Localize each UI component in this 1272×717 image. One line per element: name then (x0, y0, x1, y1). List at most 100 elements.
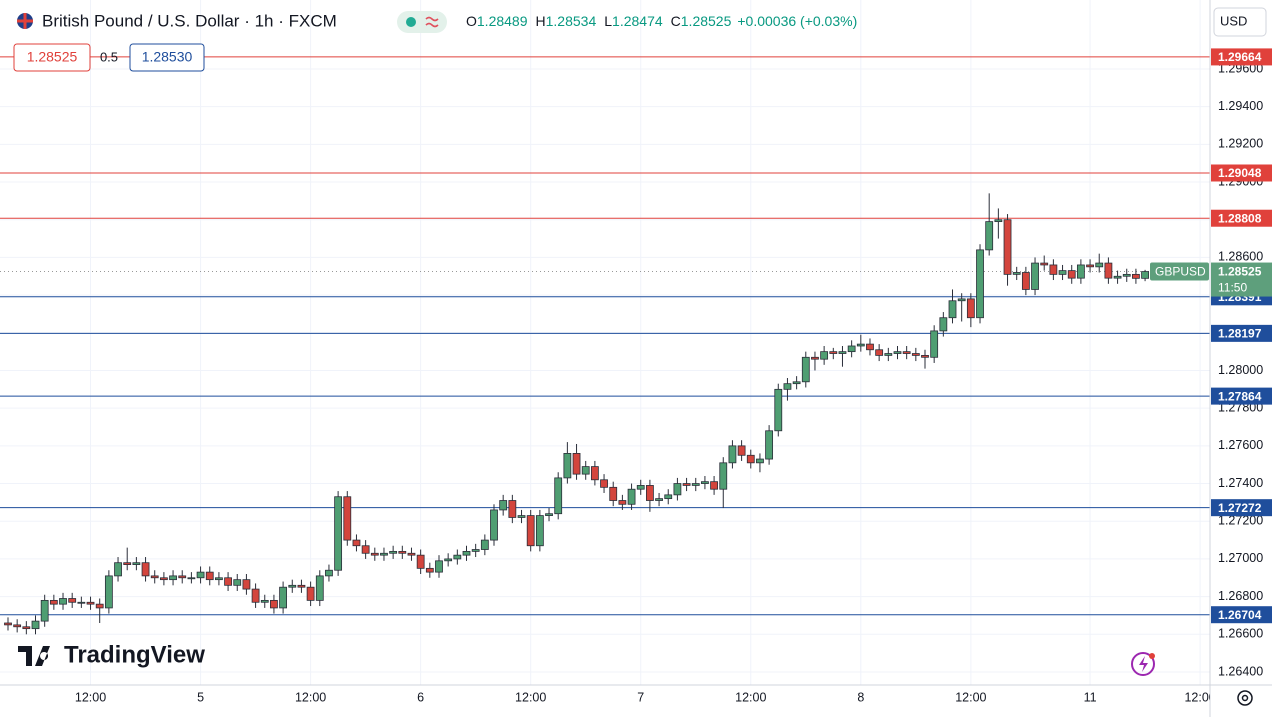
buy-button[interactable] (129, 43, 205, 72)
symbol-label: GBPUSD (1155, 265, 1206, 279)
candle-body (40, 599, 49, 622)
time-axis: 12:00 5 12:00 6 12:00 7 12:00 8 12:00 11 12:00 (75, 690, 1210, 704)
candle-body (765, 430, 774, 460)
candle-body (306, 586, 315, 601)
y-tick-label: 1.26600 (1218, 627, 1263, 641)
candle-body (462, 550, 471, 556)
level-label: 1.27272 (1218, 501, 1262, 515)
candle-body (480, 539, 489, 550)
candle-body (205, 571, 214, 581)
currency: USD (1220, 13, 1247, 28)
x-tick-label: 12:00 (295, 690, 326, 704)
candle-body (875, 349, 884, 356)
candle-body (728, 445, 737, 464)
candle-body (902, 351, 911, 354)
x-tick-label: 5 (197, 690, 204, 704)
candle-body (847, 345, 856, 353)
alert-icon[interactable] (1131, 652, 1155, 676)
candle-body (1076, 264, 1085, 279)
countdown: 11:50 (1218, 281, 1247, 295)
level-label-bg (1211, 606, 1272, 624)
candle-body (1058, 270, 1067, 275)
candle-body (77, 601, 86, 604)
y-tick-label: 1.28600 (1218, 250, 1263, 264)
candle-body (4, 622, 12, 626)
status-icon (425, 16, 439, 28)
candle-body (508, 500, 517, 518)
level-label: 1.29664 (1218, 50, 1262, 64)
candle-body (279, 586, 288, 609)
y-tick-label: 1.26800 (1218, 589, 1263, 603)
candle-body (746, 454, 755, 464)
symbol-label-bg (1150, 262, 1209, 281)
sell-price: 1.28525 (27, 49, 78, 65)
candle-body (1067, 270, 1076, 279)
candle-body (22, 626, 31, 630)
candle-body (270, 599, 278, 609)
candle-body (490, 509, 498, 541)
candle-body (169, 575, 177, 581)
candle-body (627, 488, 636, 505)
candle-body (1095, 262, 1104, 268)
candle-body (471, 549, 480, 552)
candle-body (646, 485, 654, 501)
status-pill[interactable] (397, 11, 447, 33)
candle-body (196, 571, 205, 579)
candle-body (563, 453, 572, 479)
candle-body (966, 298, 975, 319)
last-price-label: 1.28525 (1218, 265, 1262, 279)
candle-body (159, 577, 168, 581)
candle-body (994, 219, 1003, 223)
candle-body (132, 562, 141, 565)
candle-body (801, 356, 810, 383)
candle-body (930, 330, 939, 358)
level-label: 1.29048 (1218, 166, 1262, 180)
level-label-bg (1211, 164, 1272, 182)
sell-button[interactable] (13, 43, 91, 72)
candle-body (526, 515, 535, 547)
ohlc-value: 1.28534 (546, 13, 597, 29)
settings-icon (1241, 694, 1249, 702)
candle-body (59, 598, 67, 605)
candle-body (1104, 262, 1113, 279)
currency-button[interactable] (1213, 7, 1267, 37)
candle-body (260, 599, 269, 603)
candle-body (288, 584, 297, 588)
candle-body (114, 562, 122, 577)
grid (0, 0, 1210, 685)
ohlc-label: H (536, 13, 546, 29)
candle-body (444, 558, 453, 562)
settings-icon[interactable] (1237, 690, 1253, 706)
candle-body (1132, 273, 1140, 279)
y-tick-label: 1.28000 (1218, 363, 1263, 377)
flag-icon (17, 13, 33, 29)
candle-body (1012, 272, 1021, 275)
candle-body (682, 483, 691, 486)
last-price-bg (1211, 262, 1272, 297)
candle-body (636, 485, 645, 490)
candle-body (820, 351, 829, 360)
candle-body (535, 515, 544, 547)
candle-body (893, 351, 902, 354)
logo: TradingView (18, 641, 205, 668)
candle-body (856, 343, 865, 347)
candle-body (554, 477, 563, 515)
candle-body (545, 513, 553, 516)
candle-body (600, 479, 608, 488)
ohlc-value: 1.28474 (612, 13, 663, 29)
candle-body (829, 351, 838, 354)
candle-body (517, 515, 526, 518)
level-label-bg (1211, 48, 1272, 66)
candle-body (1049, 264, 1058, 275)
header: British Pound / U.S. Dollar · 1h · FXCM … (13, 7, 1267, 72)
levels (0, 56, 1210, 616)
alert-dot (1149, 653, 1155, 659)
widgets (1131, 652, 1253, 706)
candle-body (104, 575, 113, 609)
candle-body (957, 298, 966, 302)
y-tick-label: 1.27000 (1218, 551, 1263, 565)
candle-body (710, 481, 718, 490)
logo-text: TradingView (64, 641, 205, 668)
candle-body (911, 353, 920, 356)
candle-body (453, 554, 462, 560)
